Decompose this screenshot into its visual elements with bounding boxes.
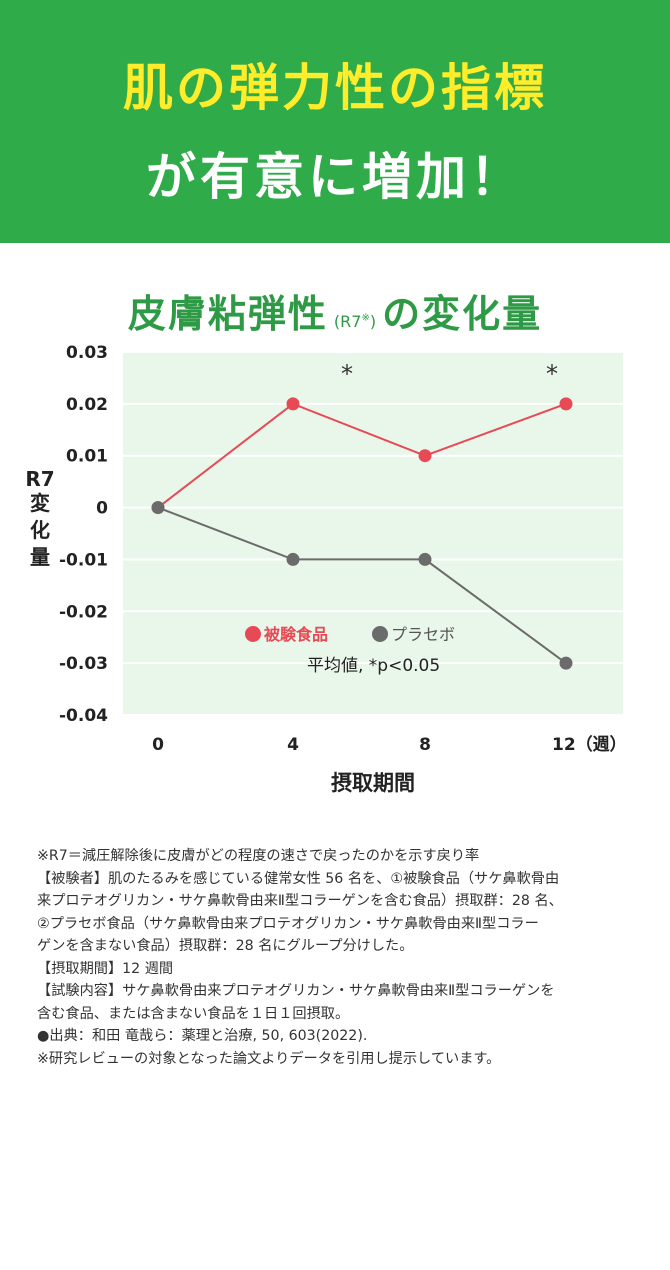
chart-title-main: 皮膚粘弾性 <box>127 292 328 336</box>
note-line: 含む食品、または含まない食品を１日１回摂取。 <box>37 1005 350 1022</box>
y-tick-label: -0.01 <box>59 550 108 570</box>
y-tick-label: 0.02 <box>66 395 108 415</box>
x-tick-label: 0 <box>152 735 164 755</box>
y-tick-label: -0.04 <box>59 706 108 726</box>
legend-placebo-marker <box>372 626 388 642</box>
data-point-test-food <box>418 449 432 463</box>
chart-title-tail: の変化量 <box>382 292 543 336</box>
y-tick-label: 0.03 <box>66 343 108 363</box>
data-point-placebo <box>286 552 300 566</box>
chart-title-sub: (R7※) <box>333 312 377 331</box>
chart-annotation: 平均値, *p<0.05 <box>307 656 440 676</box>
headline-banner: 肌の弾力性の指標 が有意に増加！ <box>0 0 670 243</box>
data-point-placebo <box>418 552 432 566</box>
chart-title: 皮膚粘弾性 (R7※) の変化量 <box>0 283 670 338</box>
headline-line-1: 肌の弾力性の指標 <box>123 59 547 117</box>
data-point-placebo <box>559 656 573 670</box>
note-line: 来プロテオグリカン・サケ鼻軟骨由来Ⅱ型コラーゲンを含む食品）摂取群：28 名、 <box>37 893 563 909</box>
y-axis-label: 変 <box>30 491 50 515</box>
x-axis-label: 摂取期間 <box>331 771 415 795</box>
significance-mark: * <box>546 360 558 388</box>
series-line-test-food <box>157 402 567 509</box>
study-notes: ※R7＝減圧解除後に皮膚がどの程度の速さで戻ったのかを示す戻り率【被験者】肌のた… <box>37 845 647 1070</box>
note-line: 【試験内容】サケ鼻軟骨由来プロテオグリカン・サケ鼻軟骨由来Ⅱ型コラーゲンを <box>37 983 555 999</box>
x-tick-label: 8 <box>419 735 431 755</box>
series-line-placebo <box>157 506 567 664</box>
legend-test-food-label: 被験食品 <box>264 625 328 644</box>
note-line: ●出典：和田 竜哉ら：薬理と治療, 50, 603(2022). <box>37 1028 368 1044</box>
x-tick-label: 12（週） <box>552 734 627 755</box>
note-line: 【被験者】肌のたるみを感じている健常女性 56 名を、①被験食品（サケ鼻軟骨由 <box>37 870 560 887</box>
y-tick-label: -0.02 <box>59 602 108 622</box>
y-axis-label: 化 <box>30 518 50 542</box>
note-line: ゲンを含まない食品）摂取群：28 名にグループ分けした。 <box>37 938 414 954</box>
y-tick-label: 0.01 <box>66 447 108 467</box>
line-chart: 0.03 0.02 0.01 0 -0.01 -0.02 -0.03 -0.04 0 4 8 12（週… <box>25 343 627 795</box>
data-point-test-food <box>286 397 300 411</box>
y-axis-label: R7 <box>25 467 54 491</box>
note-line: ※R7＝減圧解除後に皮膚がどの程度の速さで戻ったのかを示す戻り率 <box>37 848 480 864</box>
note-line: ②プラセボ食品（サケ鼻軟骨由来プロテオグリカン・サケ鼻軟骨由来Ⅱ型コラー <box>37 915 539 932</box>
y-axis-label: 量 <box>30 545 50 569</box>
data-point-placebo <box>151 501 165 515</box>
significance-mark: * <box>341 360 353 388</box>
legend-placebo-label: プラセボ <box>391 625 455 644</box>
x-tick-label: 4 <box>287 735 299 755</box>
note-line: 【摂取期間】12 週間 <box>37 960 174 977</box>
y-tick-label: -0.03 <box>59 654 108 674</box>
data-point-test-food <box>559 397 573 411</box>
headline-line-2: が有意に増加！ <box>146 148 524 206</box>
note-line: ※研究レビューの対象となった論文よりデータを引用し提示しています。 <box>37 1050 501 1067</box>
legend-test-food-marker <box>245 626 261 642</box>
y-tick-label: 0 <box>96 499 108 519</box>
